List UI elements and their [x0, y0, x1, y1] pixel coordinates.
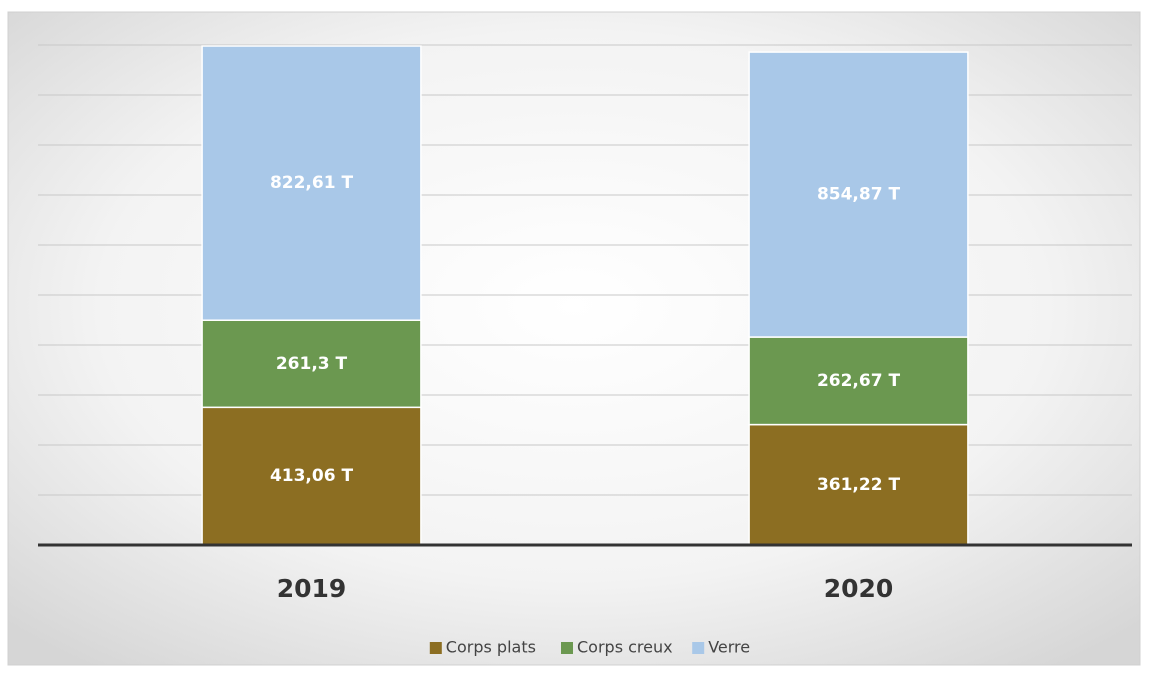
legend-label: Verre	[708, 638, 750, 657]
legend-swatch	[692, 642, 705, 654]
data-label: 854,87 T	[817, 185, 901, 205]
data-label: 262,67 T	[817, 371, 901, 391]
bar-segment	[201, 319, 422, 409]
bar-segment	[201, 406, 422, 546]
legend-label: Corps plats	[446, 638, 536, 657]
x-tick-label: 2019	[277, 574, 347, 603]
x-tick-label: 2020	[824, 574, 894, 603]
bar-segment	[748, 423, 969, 546]
bar-segment	[748, 51, 969, 338]
data-label: 822,61 T	[270, 173, 354, 193]
legend-label: Corps creux	[577, 638, 673, 657]
chart-frame	[7, 11, 1141, 666]
data-label: 361,22 T	[817, 475, 901, 495]
legend-swatch	[429, 642, 442, 654]
bar-segment	[748, 336, 969, 426]
data-label: 413,06 T	[270, 466, 354, 486]
bar-segment	[201, 45, 422, 321]
legend-swatch	[561, 642, 573, 654]
data-label: 261,3 T	[276, 354, 348, 374]
